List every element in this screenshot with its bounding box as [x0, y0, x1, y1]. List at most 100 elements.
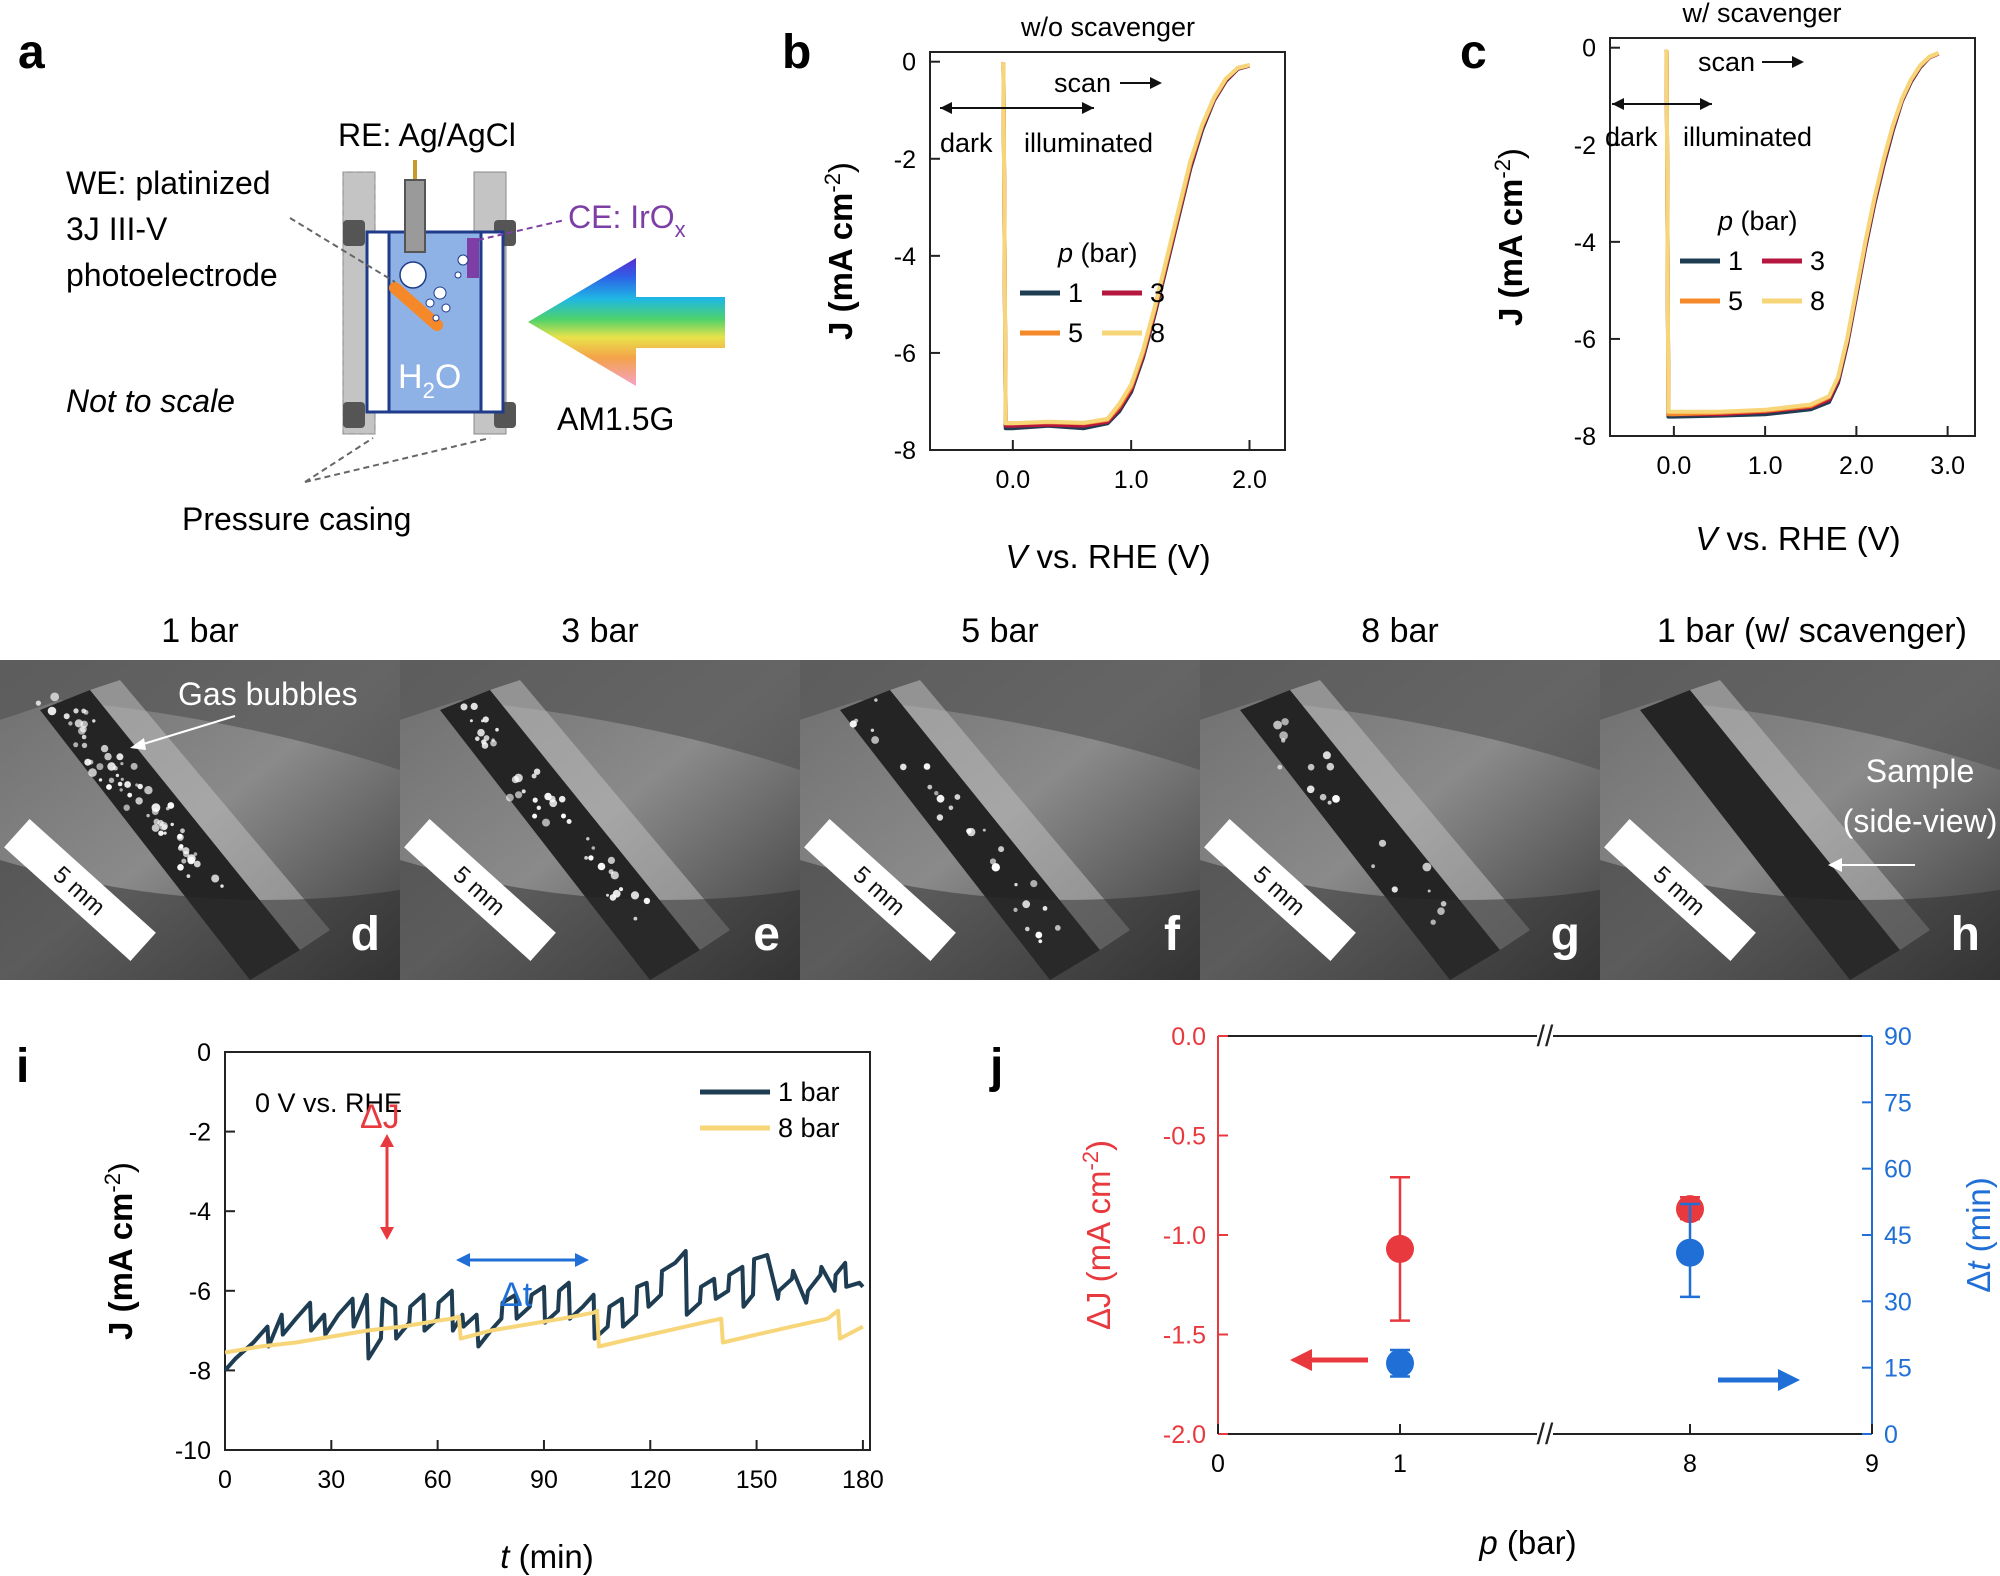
arrow-left-icon — [1612, 98, 1624, 110]
gas-bubble — [630, 891, 640, 900]
y-tick-label: -4 — [894, 243, 916, 271]
panel-letter-j: j — [989, 1040, 1003, 1093]
casing-label: Pressure casing — [182, 501, 411, 537]
gas-bubble — [966, 828, 972, 834]
gas-bubble — [1014, 882, 1018, 887]
gas-bubble — [1013, 907, 1018, 913]
photo-title: 5 bar — [961, 612, 1039, 650]
gas-bubble — [108, 777, 115, 783]
gas-bubble — [854, 718, 859, 723]
gas-bubble — [96, 763, 104, 771]
gas-bubble — [532, 797, 538, 803]
y-tick-label: -2 — [1574, 132, 1596, 160]
legend-label: 3 — [1810, 246, 1825, 276]
chart-b-series — [1001, 62, 1251, 431]
gas-bubble — [460, 703, 468, 711]
gas-bubble — [1427, 889, 1431, 893]
light-label: AM1.5G — [557, 401, 674, 437]
y-tick-label: -8 — [189, 1357, 211, 1385]
x-tick-label: 180 — [842, 1466, 884, 1494]
series-line-8-bar — [225, 1308, 864, 1355]
panel-letter-i: i — [16, 1040, 29, 1093]
gas-bubble — [1025, 926, 1030, 932]
chart-c-legend: p (bar) 1 3 5 8 — [1680, 206, 1825, 316]
gas-bubble — [934, 791, 939, 796]
gas-bubble — [123, 804, 130, 811]
gas-bubble — [874, 698, 878, 702]
chart-c-ylabel: J (mA cm-2) — [1490, 148, 1529, 326]
gas-bubble — [490, 739, 497, 747]
y-right-tick-label: 75 — [1884, 1089, 1912, 1117]
gas-bubble — [220, 884, 224, 888]
photo-f: 5 mmf — [800, 660, 1200, 980]
gas-bubble — [633, 916, 638, 921]
gas-bubble — [120, 777, 124, 781]
y-right-tick-label: 15 — [1884, 1355, 1912, 1383]
chart-c-title: w/ scavenger — [1681, 0, 1841, 28]
chart-c-dark-label: dark — [1605, 122, 1658, 152]
gas-bubble — [900, 763, 907, 771]
x-tick-label: 0.0 — [1656, 452, 1691, 480]
y-left-tick-label: 0.0 — [1171, 1023, 1206, 1051]
gas-bubble — [618, 887, 624, 892]
chart-b-scan-label: scan — [1054, 68, 1111, 98]
chart-b-ticks: 0.0 1.0 2.0 0 -2 -4 -6 -8 — [894, 49, 1267, 494]
y-tick-label: -6 — [189, 1278, 211, 1306]
x-tick-label: 3.0 — [1930, 452, 1965, 480]
y-tick-label: -10 — [175, 1437, 211, 1465]
y-tick-label: -2 — [894, 146, 916, 174]
series-line-8 — [1664, 49, 1940, 414]
panel-letter-c: c — [1460, 26, 1487, 79]
x-tick-label: 1 — [1393, 1450, 1407, 1478]
data-point-delta-j — [1386, 1234, 1414, 1263]
gas-bubble — [558, 795, 566, 803]
gas-bubble — [1371, 864, 1375, 869]
gas-bubble — [193, 860, 201, 868]
photo-h: 5 mmh — [1600, 660, 2000, 980]
gas-bubble — [1332, 795, 1340, 803]
gas-bubble — [1322, 751, 1331, 760]
gas-bubble — [161, 824, 168, 830]
x-tick-label: 30 — [317, 1466, 345, 1494]
gas-bubble — [137, 783, 143, 790]
panel-b: b w/o scavenger 0.0 1.0 2.00-2-4-6-8 dark … — [782, 12, 1286, 575]
y-tick-label: -6 — [894, 340, 916, 368]
gas-bubble — [1319, 793, 1327, 801]
scan-arrow-icon — [1150, 77, 1162, 89]
chart-c-illuminated-label: illuminated — [1683, 122, 1812, 152]
gas-bubble — [470, 702, 478, 711]
series-line-1-bar — [225, 1249, 865, 1372]
x-tick-label: 9 — [1865, 1450, 1879, 1478]
panel-i: i 0 30 60 90 120 150 180 0 -2 -4 -6 -8 -10 0 V vs. R… — [16, 1039, 884, 1575]
gas-bubble — [609, 894, 617, 901]
x-tick-label: 0.0 — [995, 466, 1030, 494]
x-tick-label: 2.0 — [1839, 452, 1874, 480]
gas-bubble — [116, 753, 124, 761]
gas-bubble — [98, 778, 103, 782]
gas-bubble — [1306, 785, 1315, 794]
chart-i-series — [225, 1249, 865, 1372]
sample-label-line2: (side-view) — [1843, 803, 1998, 839]
gas-bubble — [1022, 900, 1031, 909]
gas-bubble — [998, 846, 1005, 853]
legend-label: 8 — [1810, 286, 1825, 316]
y-left-tick-label: -1.0 — [1163, 1222, 1206, 1250]
chart-b-ylabel: J (mA cm-2) — [820, 162, 859, 340]
x-tick-label: 0 — [218, 1466, 232, 1494]
water-label: H2O — [398, 358, 461, 403]
gas-bubble — [584, 856, 588, 860]
gas-bubble — [146, 813, 150, 818]
axis-break-icon: // — [1537, 1020, 1554, 1053]
gas-bubble — [177, 833, 183, 839]
photo-title: 8 bar — [1361, 612, 1439, 650]
arrow-left-icon — [940, 102, 952, 114]
gas-bubble — [481, 739, 487, 745]
gas-bubble — [531, 773, 537, 779]
gas-bubble — [178, 844, 184, 849]
y-right-tick-label: 45 — [1884, 1222, 1912, 1250]
y-right-tick-label: 30 — [1884, 1288, 1912, 1316]
arrow-right-icon — [1082, 102, 1094, 114]
chart-j-ylabel-left: ΔJ (mA cm-2) — [1078, 1140, 1117, 1330]
